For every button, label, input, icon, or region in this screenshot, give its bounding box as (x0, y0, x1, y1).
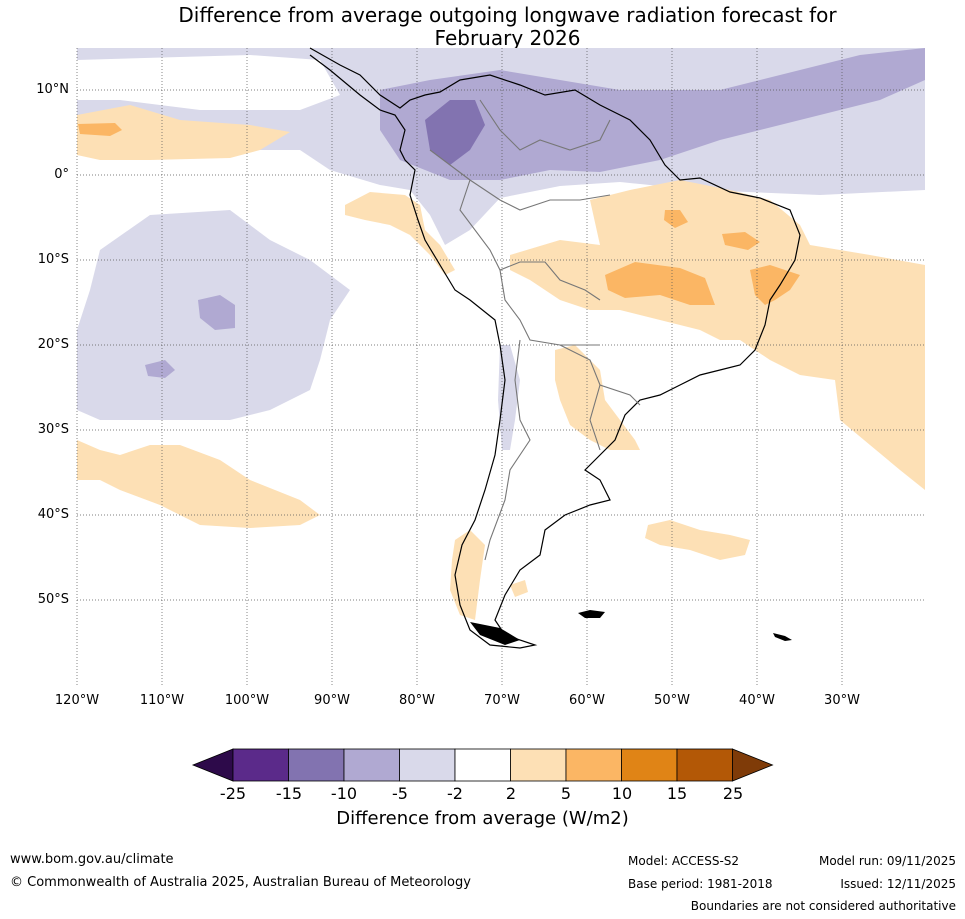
colorbar-label: 25 (722, 784, 744, 803)
lon-tick: 50°W (654, 693, 690, 708)
positive-anomaly-pacific-north-core (78, 123, 122, 136)
colorbar-segments (191, 748, 774, 782)
positive-anomaly-pacific-north (77, 105, 290, 160)
lon-tick: 90°W (314, 693, 350, 708)
lat-tick: 10°S (37, 252, 69, 267)
footer-disclaimer: Boundaries are not considered authoritat… (690, 899, 956, 913)
colorbar-title: Difference from average (W/m2) (336, 808, 629, 829)
south-georgia (773, 633, 792, 641)
colorbar-label: -25 (219, 784, 247, 803)
colorbar-segment (510, 748, 567, 782)
lat-tick: 20°S (37, 337, 69, 352)
lon-tick: 60°W (569, 693, 605, 708)
positive-anomaly-ecuador (345, 192, 455, 275)
colorbar-segment (288, 748, 345, 782)
tierra-del-fuego (470, 622, 520, 645)
negative-anomaly-pacific-spot (145, 360, 175, 378)
colorbar-segment (399, 748, 456, 782)
colorbar-extend-high (732, 748, 774, 782)
positive-anomaly-pacific-south (77, 440, 320, 528)
title-line-2: February 2026 (434, 26, 581, 50)
footer-model: Model: ACCESS-S2 (628, 854, 740, 868)
positive-anomaly-brazil-east-core (750, 265, 800, 305)
colorbar-segment (621, 748, 678, 782)
lon-tick: 70°W (484, 693, 520, 708)
colorbar (191, 748, 774, 782)
title-line-1: Difference from average outgoing longwav… (178, 3, 837, 27)
country-borders (429, 99, 641, 561)
positive-anomaly-brazil (510, 180, 925, 490)
colorbar-label: 10 (611, 784, 633, 803)
colorbar-label: -10 (330, 784, 358, 803)
footer-issued: Issued: 12/11/2025 (840, 877, 956, 891)
lat-tick: 0° (54, 167, 69, 182)
map-title: Difference from average outgoing longwav… (0, 4, 965, 50)
lon-tick: 40°W (739, 693, 775, 708)
positive-anomaly-amazon-core (722, 232, 760, 250)
footer-copyright: © Commonwealth of Australia 2025, Austra… (10, 875, 471, 890)
negative-anomaly-pacific-core (198, 295, 235, 330)
positive-anomaly-paraguay (555, 345, 640, 450)
colorbar-label: 5 (560, 784, 572, 803)
falkland-islands (578, 610, 605, 618)
lat-tick: 40°S (37, 507, 69, 522)
footer-website[interactable]: www.bom.gov.au/climate (10, 852, 174, 867)
colorbar-extend-low (191, 748, 234, 782)
gridlines (76, 48, 925, 685)
lon-tick: 110°W (139, 693, 185, 708)
colorbar-label: -5 (392, 784, 408, 803)
lon-tick: 30°W (824, 693, 860, 708)
colorbar-label: -15 (275, 784, 303, 803)
south-america-coastline (309, 47, 801, 649)
footer-base-period: Base period: 1981-2018 (628, 877, 773, 891)
positive-anomaly-brazil-core (605, 262, 715, 305)
lat-tick: 50°S (37, 592, 69, 607)
colorbar-label: 2 (505, 784, 517, 803)
negative-anomaly-core (425, 100, 485, 165)
colorbar-label: 15 (666, 784, 688, 803)
colorbar-segment (565, 748, 622, 782)
lat-tick: 30°S (37, 422, 69, 437)
lon-tick: 100°W (224, 693, 270, 708)
anomaly-fields (77, 48, 925, 620)
lon-tick: 120°W (54, 693, 100, 708)
colorbar-segment (454, 748, 511, 782)
lon-tick: 80°W (399, 693, 435, 708)
footer-model-run: Model run: 09/11/2025 (818, 854, 956, 868)
lat-tick: 10°N (36, 82, 69, 97)
positive-anomaly-amazon-core-2 (664, 210, 688, 228)
colorbar-segment (232, 748, 289, 782)
colorbar-label: -2 (447, 784, 463, 803)
positive-anomaly-falklands (510, 580, 528, 597)
white-gap (77, 55, 340, 110)
colorbar-segment (676, 748, 733, 782)
positive-anomaly-atlantic-south (645, 520, 750, 560)
colorbar-segment (343, 748, 400, 782)
